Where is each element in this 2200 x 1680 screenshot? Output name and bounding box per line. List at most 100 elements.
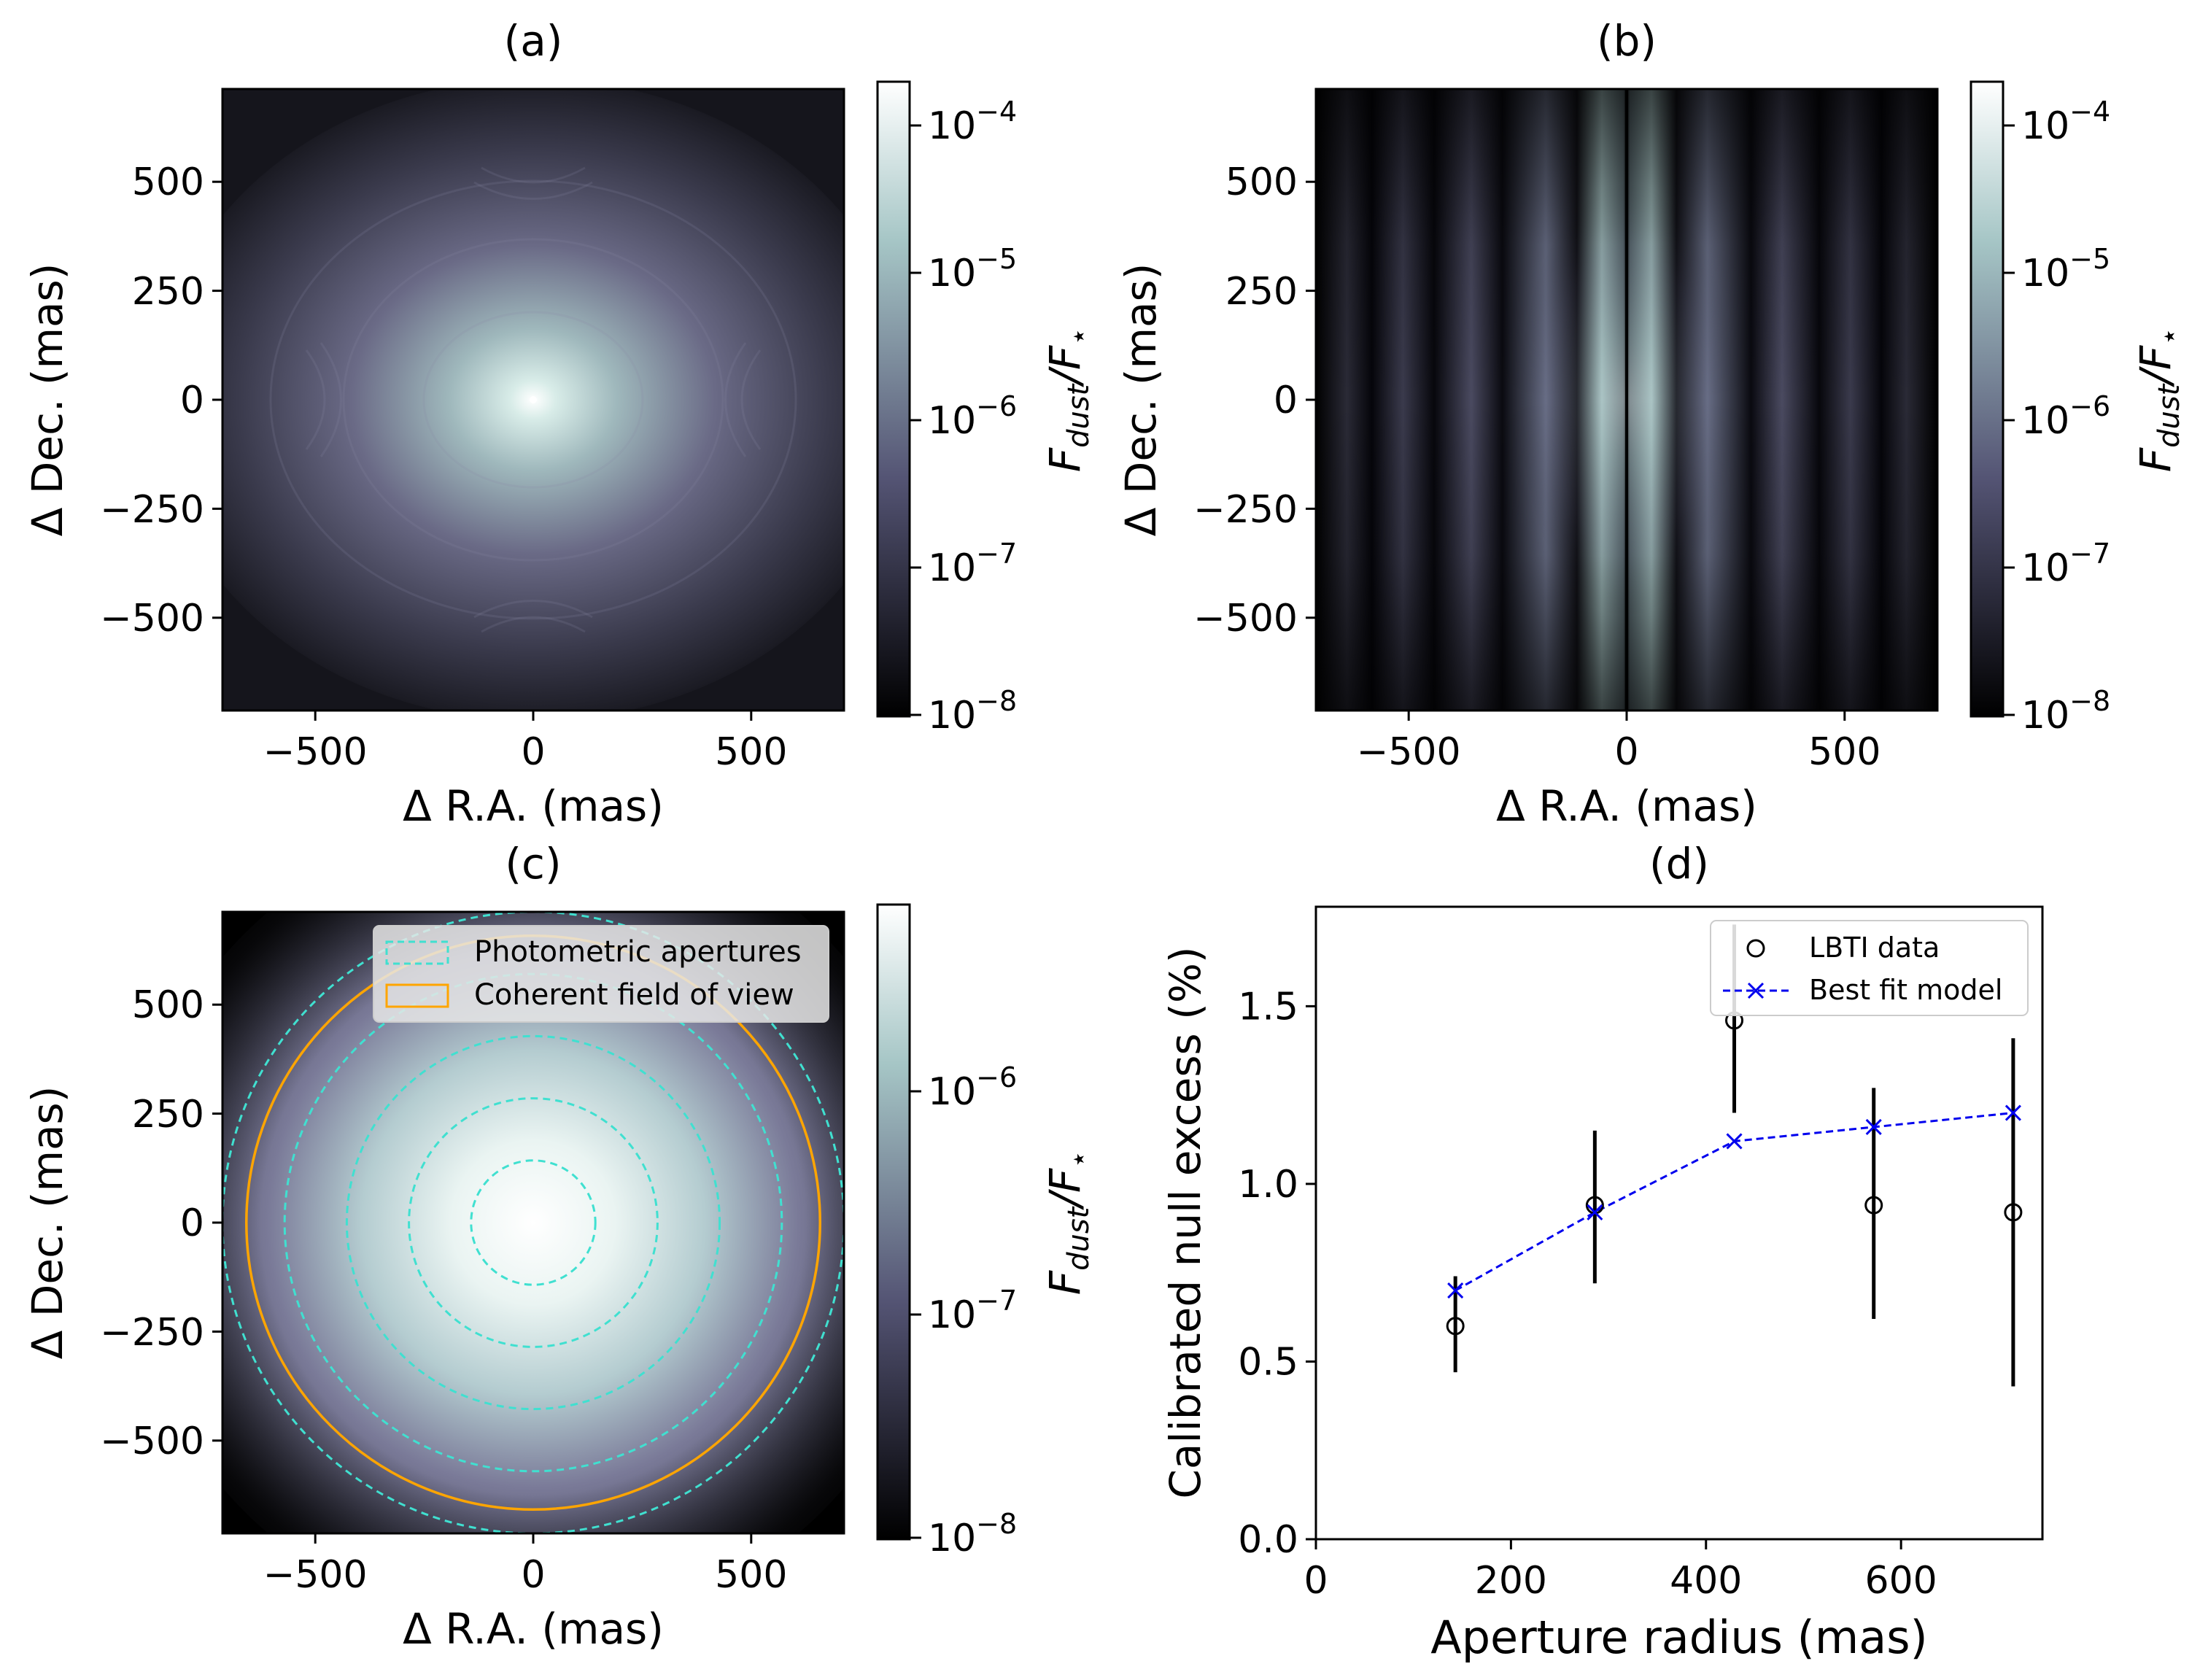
panel-b-title: (b) [1597,16,1657,66]
xtick-label: 0 [521,1553,545,1597]
svg-text:10−6: 10−6 [2021,390,2110,443]
ytick-label: 250 [132,1093,204,1137]
model-point [1726,1133,1743,1150]
ytick-label: 1.5 [1238,985,1298,1029]
panel-b: (b) −500 0 500 500 250 0 −250 −500 Δ R.A… [1116,16,2186,831]
legend-swatch [385,983,449,1008]
legend-label: LBTI data [1809,932,1940,964]
panel-b-xlabel: Δ R.A. (mas) [1496,781,1757,831]
ytick-label: 0 [1274,379,1298,422]
model-point [1865,1118,1882,1136]
panel-d-ticks: 0 200 400 600 0.0 0.5 1.0 1.5 [1238,985,1937,1603]
xtick-label: −500 [263,730,368,774]
colorbar-tick-label: 10−7 [928,1285,1017,1337]
panel-d-title: (d) [1649,839,1709,889]
legend-label: Best fit model [1809,974,2002,1006]
data-point [1864,1196,1883,1215]
panel-c: (c) Photometric apertures Coherent field… [23,839,1096,1654]
svg-text:10−5: 10−5 [928,243,1017,295]
panel-a-ylabel: Δ Dec. (mas) [23,263,72,537]
panel-a: (a) −500 0 500 [23,16,1096,831]
panel-b-ylabel: Δ Dec. (mas) [1116,263,1166,537]
xtick-label: 500 [1808,730,1881,774]
ytick-label: 0.5 [1238,1340,1298,1384]
xtick-label: 200 [1475,1559,1547,1603]
svg-text:10−7: 10−7 [928,538,1017,590]
panel-c-xlabel: Δ R.A. (mas) [403,1604,664,1654]
ytick-label: 0.0 [1238,1518,1298,1562]
legend-label: Coherent field of view [474,978,794,1012]
svg-text:10−4: 10−4 [2021,96,2110,148]
model-point [2005,1104,2021,1121]
svg-text:10−4: 10−4 [928,96,1017,148]
xtick-label: −500 [1357,730,1461,774]
colorbar-tick-label: 10−7 [928,538,1017,590]
ytick-label: 500 [132,160,204,204]
panel-d: (d) 0 200 400 600 0.0 0.5 1.0 1.5 Aperture radi… [1161,839,2044,1664]
ytick-label: −250 [100,1311,204,1355]
legend-marker-circle [1746,939,1765,958]
svg-text:10−5: 10−5 [2021,243,2110,295]
svg-text:10−6: 10−6 [928,1061,1017,1114]
xtick-label: 0 [521,730,545,774]
xtick-label: 500 [715,1553,787,1597]
panel-c-title: (c) [505,839,561,889]
data-point [2004,1203,2023,1222]
panel-a-image [222,89,844,711]
panel-c-colorbar: 10−6 10−7 10−8 Fdust/F⋆ [876,903,1096,1560]
ytick-label: −250 [1193,488,1298,532]
ytick-label: 250 [132,270,204,314]
colorbar-tick-label: 10−6 [928,390,1017,443]
panel-a-xticks [314,711,753,721]
photometric-aperture-circle [408,1097,659,1348]
ytick-label: 0 [180,1201,204,1245]
panel-d-xlabel: Aperture radius (mas) [1430,1611,1927,1664]
colorbar-label: Fdust/F⋆ [1040,1150,1096,1296]
svg-text:10−8: 10−8 [2021,685,2110,738]
legend-swatch [385,940,449,965]
colorbar-tick-label: 10−7 [2021,538,2110,590]
ytick-label: −500 [100,1420,204,1463]
colorbar-tick-label: 10−8 [928,1508,1017,1560]
svg-text:10−7: 10−7 [2021,538,2110,590]
ytick-label: 500 [1225,160,1298,204]
xtick-label: −500 [263,1553,368,1597]
colorbar-tick-label: 10−8 [2021,685,2110,738]
colorbar-tick-label: 10−5 [2021,243,2110,295]
colorbar-tick-label: 10−6 [928,1061,1017,1114]
xtick-label: 400 [1670,1559,1742,1603]
ytick-label: 500 [132,983,204,1027]
ytick-label: 1.0 [1238,1163,1298,1207]
colorbar-tick-label: 10−4 [928,96,1017,148]
panel-a-colorbar: 10−4 10−5 10−6 10−7 10−8 Fdust/F⋆ [876,80,1096,738]
ytick-label: −500 [100,597,204,640]
legend-marker-x [1747,982,1765,999]
colorbar-label: Fdust/F⋆ [1040,328,1096,473]
colorbar-tick-label: 10−8 [928,685,1017,738]
ytick-label: 0 [180,379,204,422]
model-point [1587,1204,1603,1220]
svg-text:10−7: 10−7 [928,1285,1017,1337]
legend-label: Photometric apertures [474,935,802,969]
panel-a-yticks [212,180,222,619]
panel-d-legend: LBTI data Best fit model [1710,920,2029,1016]
xtick-label: 500 [715,730,787,774]
panel-b-colorbar: 10−4 10−5 10−6 10−7 10−8 Fdust/F⋆ [1969,80,2186,738]
panel-a-xlabel: Δ R.A. (mas) [403,781,664,831]
colorbar-tick-label: 10−6 [2021,390,2110,443]
photometric-aperture-circle [470,1159,597,1286]
colorbar-label: Fdust/F⋆ [2131,328,2186,473]
svg-text:10−8: 10−8 [928,685,1017,738]
data-point [1446,1317,1465,1336]
svg-text:10−6: 10−6 [928,390,1017,443]
ytick-label: 250 [1225,270,1298,314]
panel-d-ylabel: Calibrated null excess (%) [1161,946,1210,1498]
panel-b-image [1316,89,1937,711]
panel-a-title: (a) [504,16,563,66]
xtick-label: 0 [1304,1559,1328,1603]
model-point [1447,1282,1464,1299]
ytick-label: −500 [1193,597,1298,640]
panel-c-ylabel: Δ Dec. (mas) [23,1086,72,1360]
photometric-aperture-circle [345,1034,721,1411]
